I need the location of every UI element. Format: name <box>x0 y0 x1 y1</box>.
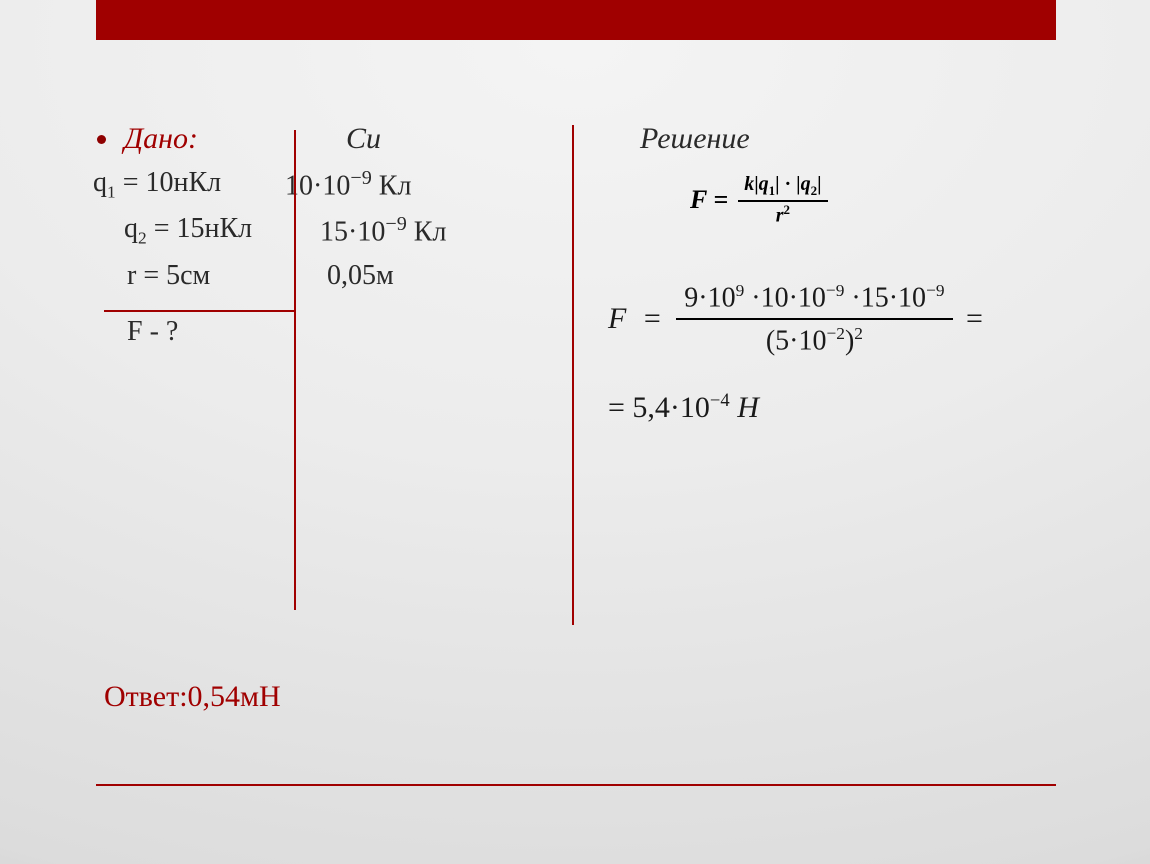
f2-num-c: ·15·10 <box>844 282 926 313</box>
given-find: F - ? <box>127 316 178 348</box>
f2-num-a-exp: 9 <box>736 281 745 300</box>
q1-subscript: 1 <box>107 183 116 202</box>
header-given: Дано: <box>124 122 198 156</box>
f2-lhs: F <box>608 302 626 336</box>
f2-numerator: 9·109 ·10·10−9 ·15·10−9 <box>676 280 952 315</box>
slide-title-bar <box>96 0 1056 40</box>
f1-r-exp: 2 <box>784 202 791 217</box>
f2-den-open: (5·10 <box>766 325 827 356</box>
f2-num-a-base: ·10 <box>698 282 735 313</box>
result-exp: −4 <box>710 390 730 411</box>
divider-given-si <box>294 130 296 610</box>
f1-k: k <box>744 173 754 195</box>
formula-coulomb-law: F = k|q1| · |q2| r2 <box>690 173 828 228</box>
result-unit: Н <box>737 391 759 424</box>
f2-bar <box>676 318 952 320</box>
f1-numerator: k|q1| · |q2| <box>738 173 827 199</box>
f2-num-a: 9 <box>684 282 698 313</box>
q2-subscript: 2 <box>138 229 147 248</box>
bottom-divider <box>96 784 1056 786</box>
f1-q2-sub: 2 <box>811 183 818 198</box>
f2-fraction: 9·109 ·10·10−9 ·15·10−9 (5·10−2)2 <box>676 280 952 358</box>
f1-lhs: F = <box>690 185 728 215</box>
q2-symbol: q <box>124 213 138 244</box>
f2-num-b: ·10·10 <box>744 282 826 313</box>
bullet-icon <box>97 135 106 144</box>
formula-substitution: F = 9·109 ·10·10−9 ·15·10−9 (5·10−2)2 = <box>608 280 983 358</box>
result-prefix: = 5,4·10 <box>608 391 710 424</box>
si-q1-unit: Кл <box>372 170 412 201</box>
si-q2-coef: 15·10 <box>320 216 385 247</box>
given-r: r = 5см <box>127 260 210 292</box>
f2-trail: = <box>966 302 983 336</box>
q2-value: = 15нКл <box>147 213 252 244</box>
si-q2-unit: Кл <box>407 216 447 247</box>
si-q1: 10·10−9 Кл <box>285 167 411 202</box>
given-q1: q1 = 10нКл <box>93 167 221 203</box>
f2-eq: = <box>644 302 661 336</box>
header-solution: Решение <box>640 122 750 156</box>
header-si: Си <box>346 122 381 156</box>
f1-r: r <box>776 205 784 227</box>
f2-denominator: (5·10−2)2 <box>676 323 952 358</box>
q1-value: = 10нКл <box>116 167 221 198</box>
si-r: 0,05м <box>327 260 394 292</box>
f1-q1-sub: 1 <box>769 183 776 198</box>
q1-symbol: q <box>93 167 107 198</box>
f1-q1: q <box>759 173 769 195</box>
f2-den-exp1: −2 <box>826 324 844 343</box>
f2-num-c-exp: −9 <box>926 281 944 300</box>
f1-denominator: r2 <box>738 203 827 228</box>
divider-si-solution <box>572 125 574 625</box>
divider-horizontal <box>104 310 294 312</box>
f2-den-exp2: 2 <box>854 324 863 343</box>
f1-fraction: k|q1| · |q2| r2 <box>738 173 827 228</box>
f1-F: F <box>690 185 707 214</box>
answer-text: Ответ:0,54мН <box>104 680 281 714</box>
given-q2: q2 = 15нКл <box>124 213 252 249</box>
formula-result: = 5,4·10−4 Н <box>608 390 759 425</box>
si-q2: 15·10−9 Кл <box>320 213 446 248</box>
f2-num-b-exp: −9 <box>826 281 844 300</box>
si-q2-exp: −9 <box>385 213 406 235</box>
f2-den-close: ) <box>845 325 854 356</box>
si-q1-exp: −9 <box>350 167 371 189</box>
f1-q2: q <box>801 173 811 195</box>
